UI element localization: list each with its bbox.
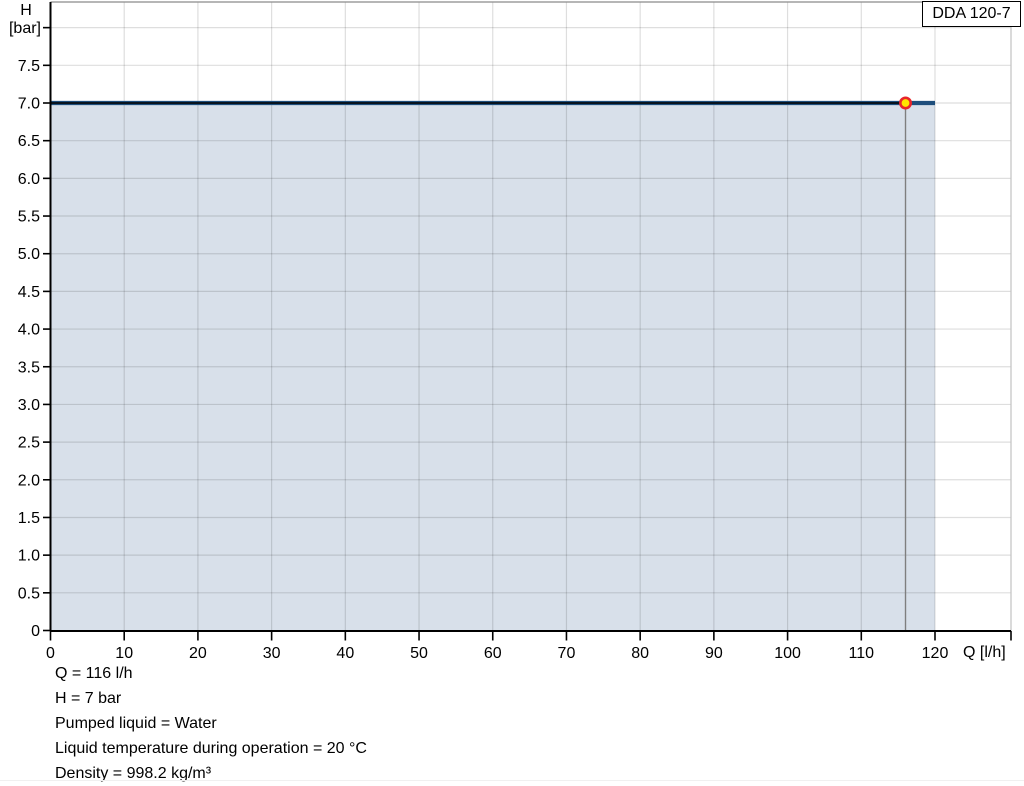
x-tick-label: 80 xyxy=(631,645,649,662)
x-tick-label: 50 xyxy=(410,645,428,662)
x-tick-label: 0 xyxy=(46,645,55,662)
y-tick-label: 7.0 xyxy=(18,96,40,113)
y-tick-label: 3.5 xyxy=(18,359,40,376)
x-tick-label: 110 xyxy=(849,645,875,662)
x-tick-label: 60 xyxy=(484,645,502,662)
y-axis-title-line2: [bar] xyxy=(8,20,41,37)
y-tick-label: 5.5 xyxy=(18,209,40,226)
y-tick-label: 6.5 xyxy=(18,133,40,150)
pumped-liquid-text: Pumped liquid = Water xyxy=(55,715,217,732)
y-tick-label: 2.5 xyxy=(18,435,40,452)
x-tick-label: 120 xyxy=(922,645,949,662)
duty-head-text: H = 7 bar xyxy=(55,690,122,707)
density-text: Density = 998.2 kg/m³ xyxy=(55,765,212,782)
y-tick-label: 7.5 xyxy=(18,58,40,75)
duty-point-marker xyxy=(899,96,913,110)
x-tick-label: 30 xyxy=(263,645,281,662)
duty-conditions-block: Q = 116 l/h H = 7 bar Pumped liquid = Wa… xyxy=(55,661,367,786)
model-label: DDA 120-7 xyxy=(932,5,1011,22)
duty-flow-text: Q = 116 l/h xyxy=(55,665,133,682)
y-tick-label: 1.0 xyxy=(18,548,40,565)
model-label-box: DDA 120-7 xyxy=(922,1,1021,27)
y-axis-title-line1: H xyxy=(20,2,32,19)
y-tick-label: 1.5 xyxy=(18,510,40,527)
y-tick-label: 4.5 xyxy=(18,284,40,301)
pump-curve-chart: 0 0.5 1.0 1.5 2.0 2.5 3.0 3.5 4.0 4.5 5.0 5.5 6.0 6.5… xyxy=(18,1,1012,662)
y-tick-label: 4.0 xyxy=(18,322,40,339)
x-tick-label: 10 xyxy=(115,645,133,662)
x-axis-title: Q [l/h] xyxy=(963,644,1006,661)
x-tick-label: 90 xyxy=(705,645,723,662)
x-tick-label: 100 xyxy=(774,645,801,662)
y-tick-label: 2.0 xyxy=(18,472,40,489)
y-tick-label: 3.0 xyxy=(18,397,40,414)
liquid-temp-text: Liquid temperature during operation = 20… xyxy=(55,740,367,757)
x-tick-label: 40 xyxy=(336,645,354,662)
y-tick-label: 0 xyxy=(31,623,40,640)
y-tick-label: 5.0 xyxy=(18,246,40,263)
x-tick-label: 20 xyxy=(189,645,207,662)
y-tick-label: 6.0 xyxy=(18,171,40,188)
curve-fill-area xyxy=(50,103,935,631)
x-tick-label: 70 xyxy=(558,645,576,662)
y-tick-label: 0.5 xyxy=(18,585,40,602)
